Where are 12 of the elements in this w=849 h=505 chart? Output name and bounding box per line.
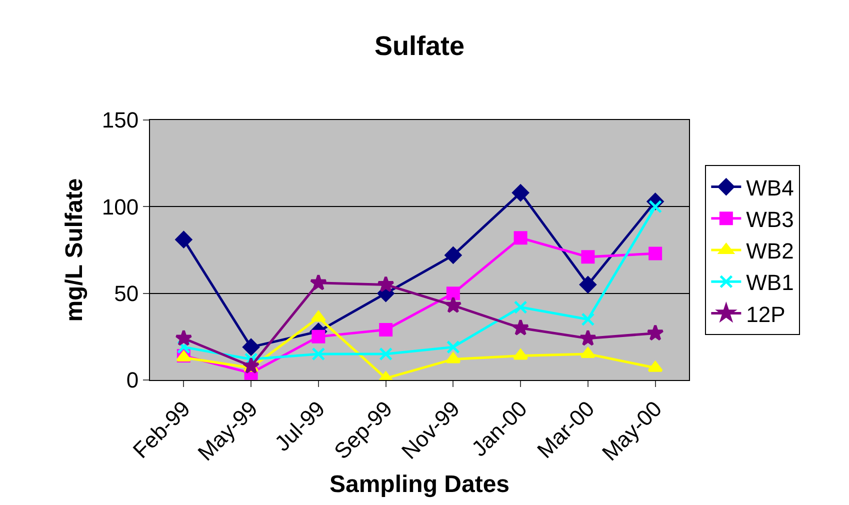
chart-title: Sulfate — [374, 30, 465, 61]
legend-label: WB2 — [746, 238, 794, 264]
legend-label: WB4 — [746, 175, 794, 200]
legend-label: WB1 — [746, 270, 794, 296]
y-tick-label: 0 — [126, 368, 139, 393]
y-tick-label: 100 — [102, 194, 139, 220]
y-tick-label: 50 — [114, 281, 139, 306]
x-axis-title: Sampling Dates — [329, 470, 510, 498]
legend-label: WB3 — [746, 206, 794, 232]
y-tick-label: 150 — [102, 108, 139, 133]
y-axis-title: mg/L Sulfate — [60, 178, 88, 322]
legend-label: 12P — [746, 302, 786, 327]
